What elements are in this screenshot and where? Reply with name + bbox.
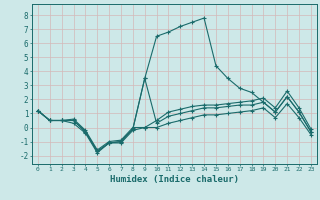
X-axis label: Humidex (Indice chaleur): Humidex (Indice chaleur): [110, 175, 239, 184]
